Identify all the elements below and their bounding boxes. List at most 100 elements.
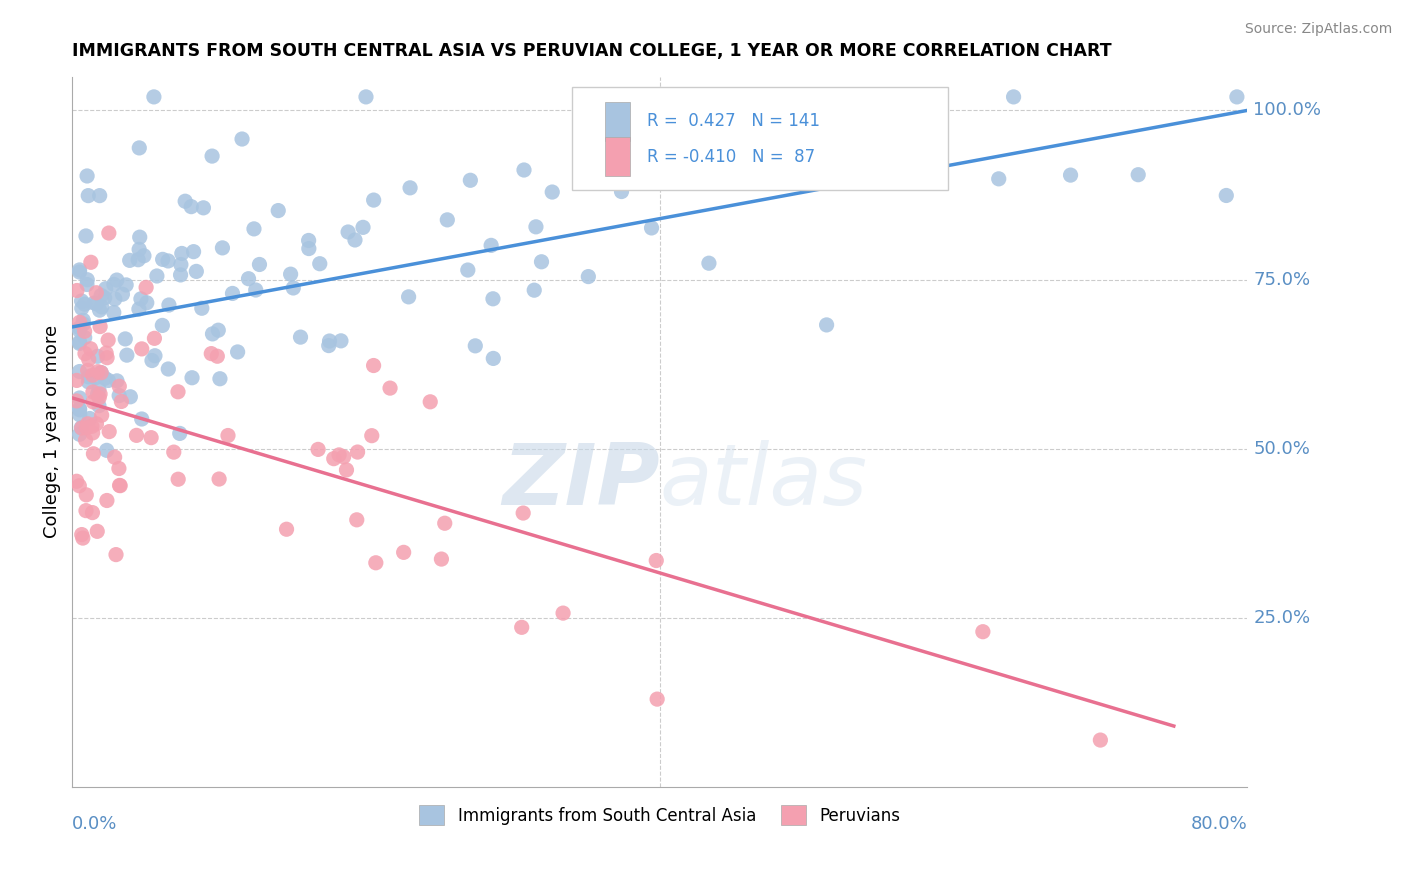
Point [193, 201, 215, 215]
Point [243, 222, 266, 236]
Point [70, 527, 93, 541]
Point [128, 141, 150, 155]
Point [75, 503, 97, 517]
Point [76, 277, 98, 292]
Point [169, 268, 191, 282]
Point [66, 393, 89, 408]
Point [524, 219, 547, 234]
Point [128, 301, 150, 316]
Point [79, 411, 101, 425]
Point [115, 348, 138, 362]
Point [89, 391, 111, 405]
Point [186, 264, 208, 278]
Point [69, 335, 91, 350]
Point [201, 326, 224, 341]
Point [169, 426, 191, 441]
Text: atlas: atlas [659, 440, 868, 523]
Point [82, 394, 104, 409]
Point [84, 285, 107, 300]
Point [111, 287, 134, 301]
Point [191, 301, 214, 316]
Point [72, 317, 94, 331]
Point [399, 181, 422, 195]
Point [86, 417, 108, 431]
Point [322, 451, 344, 466]
Point [226, 345, 249, 359]
Point [335, 463, 357, 477]
Point [364, 556, 387, 570]
Point [90, 366, 112, 380]
Point [77, 188, 100, 202]
Point [208, 372, 231, 386]
Point [180, 200, 202, 214]
Point [115, 277, 138, 292]
Point [675, 148, 697, 162]
Point [163, 445, 186, 459]
Point [249, 258, 271, 272]
Point [398, 290, 420, 304]
Point [82, 425, 104, 440]
Point [143, 331, 166, 345]
Point [73, 346, 96, 360]
Point [103, 277, 125, 292]
Point [150, 318, 173, 333]
Point [66, 373, 89, 387]
Point [328, 448, 350, 462]
FancyBboxPatch shape [605, 137, 630, 177]
Point [276, 522, 298, 536]
Point [610, 185, 633, 199]
Point [815, 318, 838, 332]
Point [104, 450, 127, 465]
Point [76, 421, 98, 435]
Point [479, 238, 502, 252]
Point [76, 417, 98, 431]
Point [530, 254, 553, 268]
Point [201, 149, 224, 163]
Point [645, 692, 668, 706]
Point [170, 246, 193, 260]
Point [77, 352, 100, 367]
Point [510, 620, 533, 634]
Point [76, 169, 98, 183]
Text: R =  0.427   N = 141: R = 0.427 N = 141 [647, 112, 820, 130]
Point [482, 292, 505, 306]
Point [464, 339, 486, 353]
Point [337, 225, 360, 239]
Point [110, 394, 132, 409]
Point [67, 479, 90, 493]
Point [96, 443, 118, 458]
Point [290, 330, 312, 344]
Point [245, 283, 267, 297]
Point [346, 445, 368, 459]
Point [318, 334, 340, 348]
FancyBboxPatch shape [605, 102, 630, 141]
Point [77, 375, 100, 389]
Point [86, 349, 108, 363]
Point [645, 553, 668, 567]
Point [200, 346, 222, 360]
Point [108, 379, 131, 393]
Point [146, 268, 169, 283]
Point [142, 90, 165, 104]
Point [82, 447, 104, 461]
Point [128, 230, 150, 244]
Point [363, 193, 385, 207]
Point [69, 315, 91, 329]
Point [84, 371, 107, 385]
Point [267, 203, 290, 218]
Point [69, 321, 91, 335]
Point [86, 524, 108, 539]
Point [221, 286, 243, 301]
Point [430, 552, 453, 566]
Point [80, 255, 103, 269]
Point [70, 421, 93, 435]
Text: R = -0.410   N =  87: R = -0.410 N = 87 [647, 148, 815, 166]
Point [1090, 733, 1112, 747]
Point [208, 472, 231, 486]
FancyBboxPatch shape [572, 87, 948, 190]
Point [70, 421, 93, 435]
Point [828, 166, 851, 180]
Text: 75.0%: 75.0% [1253, 270, 1310, 288]
Text: 0.0%: 0.0% [72, 815, 118, 833]
Point [73, 324, 96, 338]
